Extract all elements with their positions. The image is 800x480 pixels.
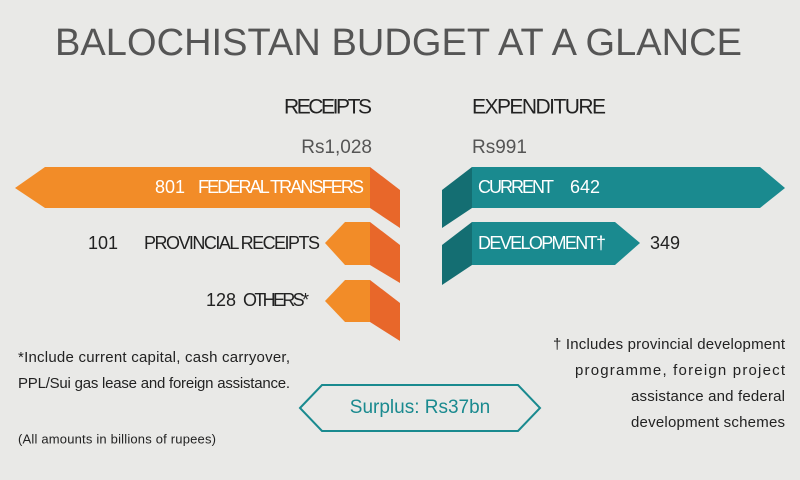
expenditure-value: 642 (570, 177, 600, 197)
expenditure-arrow (472, 167, 785, 208)
receipt-arrow-fold (370, 280, 400, 341)
expenditure-arrow-fold (442, 222, 472, 285)
expenditure-value: 349 (650, 233, 680, 253)
receipts-heading: RECEIPTS (284, 96, 372, 119)
surplus-box (298, 384, 542, 432)
receipt-arrow (15, 167, 370, 208)
receipt-value: 101 (88, 233, 118, 253)
development-note: assistance and federal (631, 388, 785, 405)
receipt-value: 801 (155, 177, 185, 197)
receipt-arrow-fold (370, 167, 400, 228)
receipt-label: OTHERS* (243, 290, 309, 310)
surplus: Surplus: Rs37bn (350, 397, 490, 418)
expenditure-arrow (472, 222, 640, 265)
receipts-note: *Include current capital, cash carryover… (18, 349, 290, 366)
receipts-note: PPL/Sui gas lease and foreign assistance… (18, 375, 290, 392)
development-note: † Includes provincial development (553, 336, 786, 353)
receipt-arrow (325, 280, 370, 322)
receipt-value: 128 (206, 290, 236, 310)
expenditure-label: CURRENT (478, 177, 554, 197)
receipt-arrow (325, 222, 370, 265)
receipt-label: FEDERAL TRANSFERS (198, 177, 364, 197)
development-note: programme, foreign project (575, 362, 786, 379)
title: BALOCHISTAN BUDGET AT A GLANCE (55, 22, 745, 64)
expenditure-heading: EXPENDITURE (472, 96, 606, 119)
expenditure-total: Rs991 (472, 137, 527, 158)
expenditure-arrow-fold (442, 167, 472, 228)
expenditure-label: DEVELOPMENT† (478, 233, 606, 253)
receipt-label: PROVINCIAL RECEIPTS (144, 233, 320, 253)
receipts-total: Rs1,028 (301, 137, 372, 158)
receipt-arrow-fold (370, 222, 400, 283)
units-note: (All amounts in billions of rupees) (18, 431, 216, 446)
development-note: development schemes (631, 414, 785, 431)
